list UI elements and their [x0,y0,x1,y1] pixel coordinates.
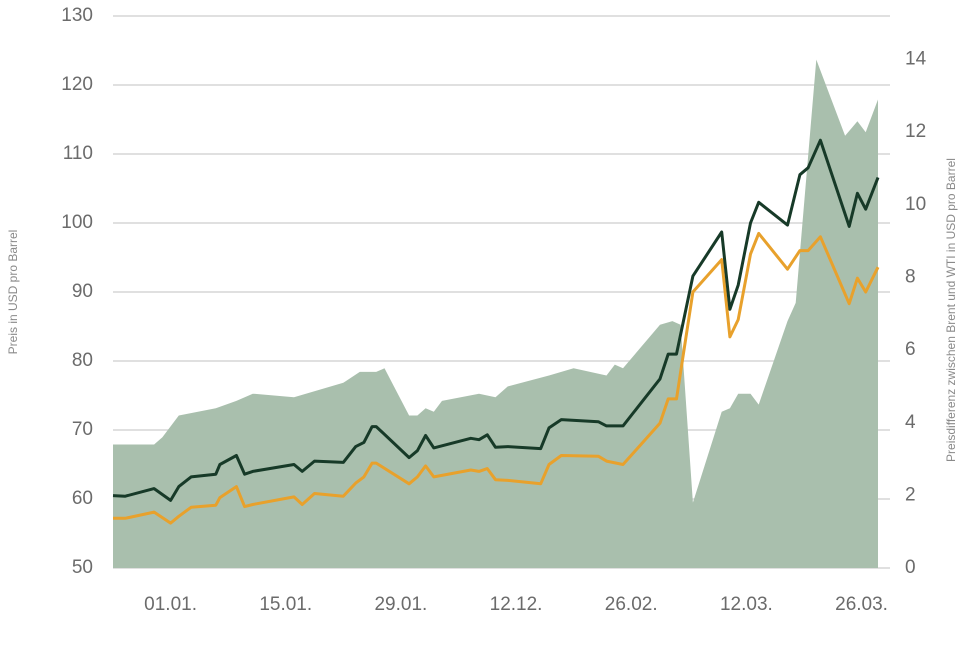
y-tick-label: 130 [61,5,93,26]
y2-tick-label: 10 [905,194,926,215]
x-tick-label: 12.12. [490,594,543,615]
y2-tick-label: 0 [905,557,916,578]
x-tick-label: 26.03. [835,594,888,615]
y-tick-label: 120 [61,74,93,95]
y-tick-label: 90 [72,281,93,302]
x-tick-label: 29.01. [374,594,427,615]
y-tick-label: 110 [63,143,93,164]
x-tick-label: 01.01. [144,594,197,615]
y-axis-title: Preis in USD pro Barrel [6,230,20,355]
x-tick-label: 26.02. [605,594,658,615]
price-line [112,138,880,502]
difference-area [113,59,878,568]
y2-axis-title: Preisdifferenz zwischen Brent und WTI in… [944,158,958,462]
y2-tick-label: 6 [905,339,916,360]
y2-tick-label: 8 [905,266,916,287]
y2-tick-label: 2 [905,484,916,505]
y-tick-label: 100 [61,212,93,233]
y-tick-label: 70 [72,419,93,440]
x-tick-label: 12.03. [720,594,773,615]
y-tick-label: 50 [72,557,93,578]
y-tick-label: 60 [72,488,93,509]
y2-tick-label: 12 [905,121,926,142]
y2-tick-label: 14 [905,49,927,70]
price-line [113,231,880,525]
x-tick-label: 15.01. [259,594,312,615]
y-tick-label: 80 [72,350,93,371]
y2-tick-label: 4 [905,412,916,433]
